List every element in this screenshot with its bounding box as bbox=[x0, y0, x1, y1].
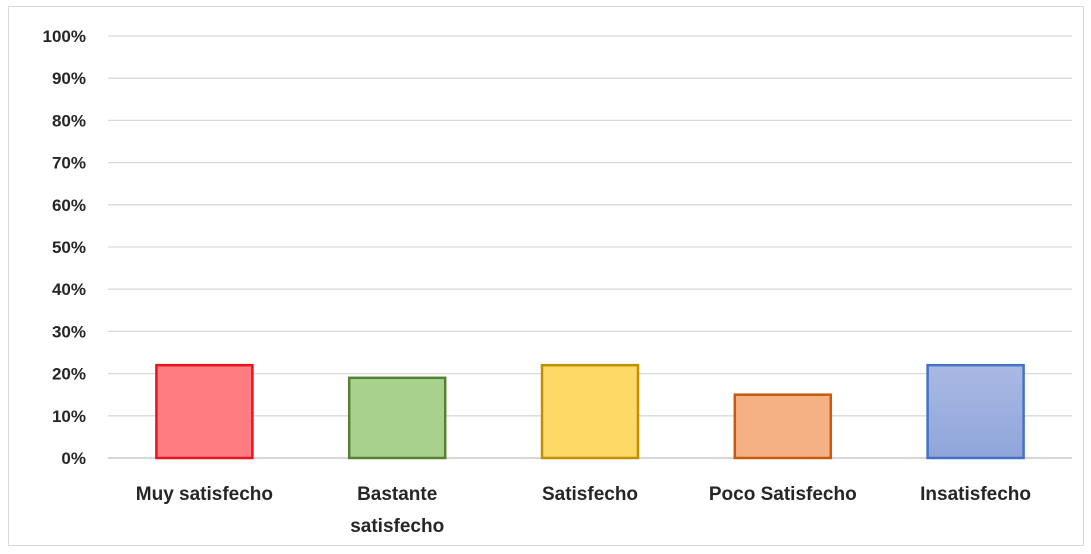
bars bbox=[155, 363, 1025, 460]
y-axis-tick-labels: 0% 10% 20% 30% 40% 50% 60% 70% 80% 90% 100% bbox=[43, 27, 86, 468]
x-category-label: Satisfecho bbox=[542, 484, 638, 505]
y-tick-label: 40% bbox=[52, 280, 86, 299]
y-tick-label: 10% bbox=[52, 407, 86, 426]
bar-bastante-satisfecho bbox=[347, 376, 447, 460]
y-tick-label: 0% bbox=[61, 449, 86, 468]
x-axis-category-labels: Muy satisfecho Bastante satisfecho Satisfec… bbox=[136, 484, 1031, 537]
gridlines bbox=[108, 35, 1072, 459]
y-tick-label: 50% bbox=[52, 238, 86, 257]
y-tick-label: 90% bbox=[52, 69, 86, 88]
y-tick-label: 60% bbox=[52, 196, 86, 215]
x-category-label: Bastante satisfecho bbox=[350, 484, 444, 537]
x-category-label: Insatisfecho bbox=[920, 484, 1031, 505]
y-tick-label: 80% bbox=[52, 111, 86, 130]
x-category-label: Poco Satisfecho bbox=[709, 484, 857, 505]
x-category-label: Muy satisfecho bbox=[136, 484, 273, 505]
bar-poco-satisfecho bbox=[733, 393, 833, 460]
bar-insatisfecho bbox=[926, 363, 1025, 460]
bar-muy-satisfecho bbox=[155, 363, 254, 460]
y-tick-label: 100% bbox=[43, 27, 86, 46]
y-tick-label: 70% bbox=[52, 154, 86, 173]
bar-satisfecho bbox=[540, 363, 640, 460]
y-tick-label: 30% bbox=[52, 322, 86, 341]
y-tick-label: 20% bbox=[52, 365, 86, 384]
